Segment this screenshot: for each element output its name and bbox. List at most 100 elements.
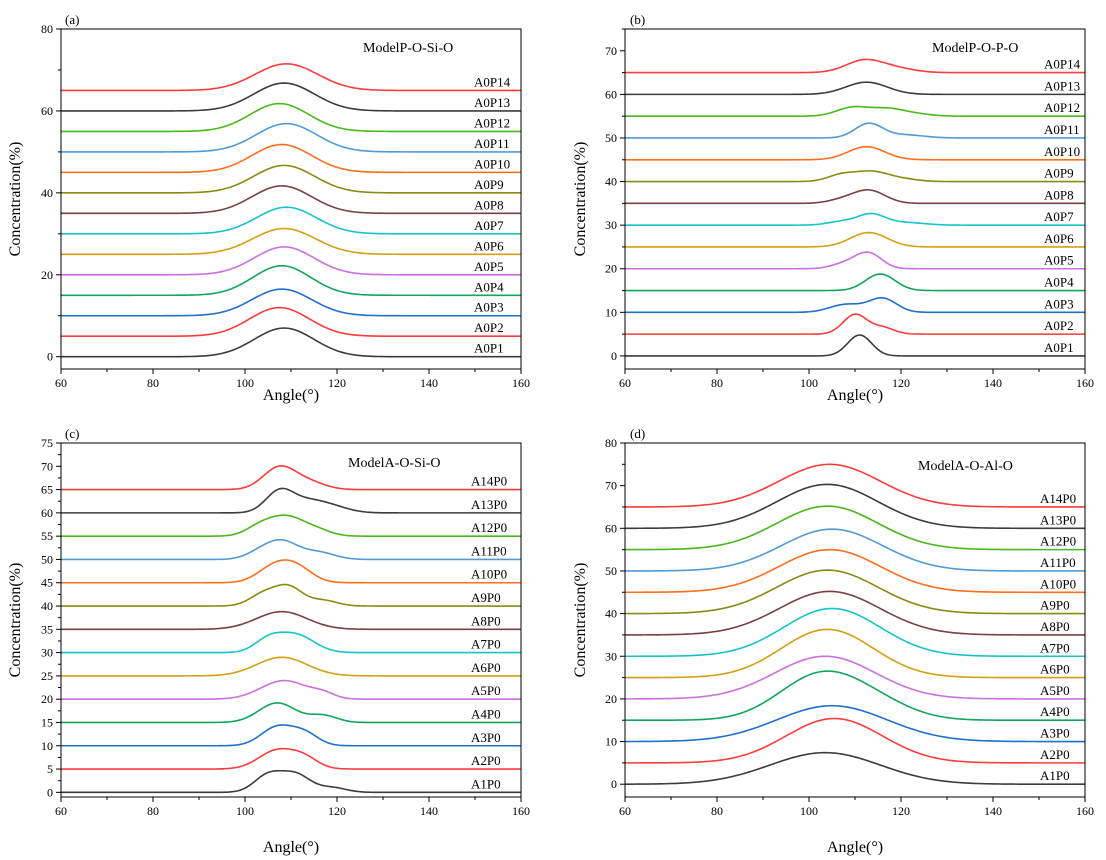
series-line-A0P14	[61, 63, 521, 92]
series-label-A10P0: A10P0	[471, 567, 507, 582]
y-tick-label: 65	[41, 483, 53, 497]
y-tick-label: 70	[605, 479, 617, 493]
y-tick-label: 40	[41, 599, 53, 613]
series-line-A13P0	[624, 483, 1085, 530]
x-tick-label: 80	[711, 376, 723, 390]
y-tick-label: 35	[41, 622, 53, 636]
series-line-A0P8	[625, 189, 1085, 205]
series-label-A0P12: A0P12	[1044, 100, 1080, 115]
series-label-A0P8: A0P8	[1044, 187, 1074, 202]
series-line-A6P0	[624, 628, 1085, 679]
series-line-A11P0	[625, 528, 1085, 572]
series-line-A0P6	[61, 227, 521, 256]
series-label-A10P0: A10P0	[1040, 576, 1076, 591]
y-tick-label: 10	[605, 305, 617, 319]
series-line-A0P4	[61, 264, 521, 297]
series-line-A0P10	[625, 145, 1085, 161]
y-tick-label: 60	[41, 104, 53, 118]
series-line-A0P13	[61, 82, 521, 112]
y-tick-label: 80	[605, 436, 617, 450]
series-label-A0P10: A0P10	[1044, 144, 1080, 159]
series-line-A0P2	[61, 306, 521, 338]
series-line-A0P4	[625, 273, 1085, 292]
panel-label: (b)	[630, 12, 645, 27]
chart-title: ModelA-O-Si-O	[348, 456, 441, 471]
series-label-A13P0: A13P0	[1040, 512, 1076, 527]
x-tick-label: 80	[147, 376, 159, 390]
series-label-A0P6: A0P6	[474, 238, 504, 253]
series-line-A0P7	[625, 212, 1085, 226]
x-tick-label: 80	[711, 804, 723, 818]
series-label-A0P8: A0P8	[474, 197, 504, 212]
y-tick-label: 80	[41, 22, 53, 36]
y-tick-label: 40	[41, 186, 53, 200]
y-axis-title: Concentration(%)	[572, 142, 589, 257]
x-tick-label: 100	[236, 804, 254, 818]
y-tick-label: 10	[605, 735, 617, 749]
plot-frame	[624, 442, 1086, 798]
series-line-A11P0	[61, 538, 521, 561]
series-line-A6P0	[61, 656, 521, 677]
y-tick-label: 75	[41, 436, 53, 450]
y-tick-label: 50	[605, 131, 617, 145]
series-label-A4P0: A4P0	[1040, 704, 1070, 719]
series-label-A0P2: A0P2	[1044, 318, 1074, 333]
series-label-A2P0: A2P0	[471, 753, 501, 768]
series-label-A0P6: A0P6	[1044, 231, 1074, 246]
series-line-A13P0	[61, 487, 521, 514]
y-tick-label: 20	[605, 692, 617, 706]
series-label-A8P0: A8P0	[1040, 619, 1070, 634]
x-tick-label: 160	[512, 804, 530, 818]
series-line-A0P5	[625, 251, 1085, 270]
series-label-A3P0: A3P0	[1040, 726, 1070, 741]
y-tick-label: 30	[605, 218, 617, 232]
series-line-A5P0	[61, 679, 521, 700]
plot-frame	[60, 442, 522, 798]
series-line-A14P0	[625, 463, 1085, 508]
x-tick-label: 140	[420, 804, 438, 818]
series-line-A0P9	[61, 164, 521, 194]
series-line-A0P11	[625, 122, 1085, 139]
panel-label: (a)	[65, 12, 79, 27]
series-line-A10P0	[61, 559, 521, 584]
series-label-A0P5: A0P5	[474, 259, 504, 274]
series-label-A2P0: A2P0	[1040, 747, 1070, 762]
y-tick-label: 30	[41, 646, 53, 660]
series-label-A0P9: A0P9	[474, 177, 504, 192]
series-label-A14P0: A14P0	[471, 474, 507, 489]
x-tick-label: 120	[892, 804, 910, 818]
series-line-A0P3	[61, 288, 521, 317]
series-line-A4P0	[61, 702, 521, 724]
x-tick-label: 60	[55, 804, 67, 818]
series-line-A7P0	[625, 607, 1085, 658]
y-tick-label: 55	[41, 529, 53, 543]
y-tick-label: 30	[605, 649, 617, 663]
series-line-A3P0	[625, 704, 1085, 743]
y-tick-label: 20	[605, 262, 617, 276]
series-label-A0P2: A0P2	[474, 320, 504, 335]
x-tick-label: 80	[147, 804, 159, 818]
series-line-A0P8	[61, 185, 521, 215]
x-tick-label: 60	[619, 804, 631, 818]
series-line-A0P1	[61, 327, 521, 358]
plot-frame	[624, 28, 1086, 370]
x-tick-label: 120	[892, 376, 910, 390]
y-axis-title: Concentration(%)	[572, 563, 589, 678]
series-label-A0P9: A0P9	[1044, 166, 1074, 181]
series-label-A0P3: A0P3	[1044, 296, 1074, 311]
series-label-A12P0: A12P0	[471, 520, 507, 535]
y-tick-label: 70	[605, 44, 617, 58]
chart-panel-a: A0P1 A0P2 A0P3 A0P4 A0P5 A0P6 A0P7 A0P8 A0P9 A0P1…	[7, 12, 530, 404]
x-tick-label: 160	[512, 376, 530, 390]
series-line-A0P11	[61, 122, 521, 153]
y-axis-title: Concentration(%)	[7, 142, 24, 257]
series-label-A0P14: A0P14	[1044, 57, 1081, 72]
series-line-A0P5	[61, 246, 521, 276]
series-line-A8P0	[624, 590, 1085, 636]
series-line-A0P9	[625, 170, 1085, 183]
series-line-A14P0	[61, 465, 521, 491]
x-tick-label: 160	[1076, 376, 1094, 390]
series-line-A0P7	[61, 206, 521, 235]
series-label-A7P0: A7P0	[471, 637, 501, 652]
chart-panel-d: A1P0 A2P0 A3P0 A4P0 A5P0 A6P0 A7P0 A8P0 A9P0 A10P…	[572, 426, 1094, 856]
